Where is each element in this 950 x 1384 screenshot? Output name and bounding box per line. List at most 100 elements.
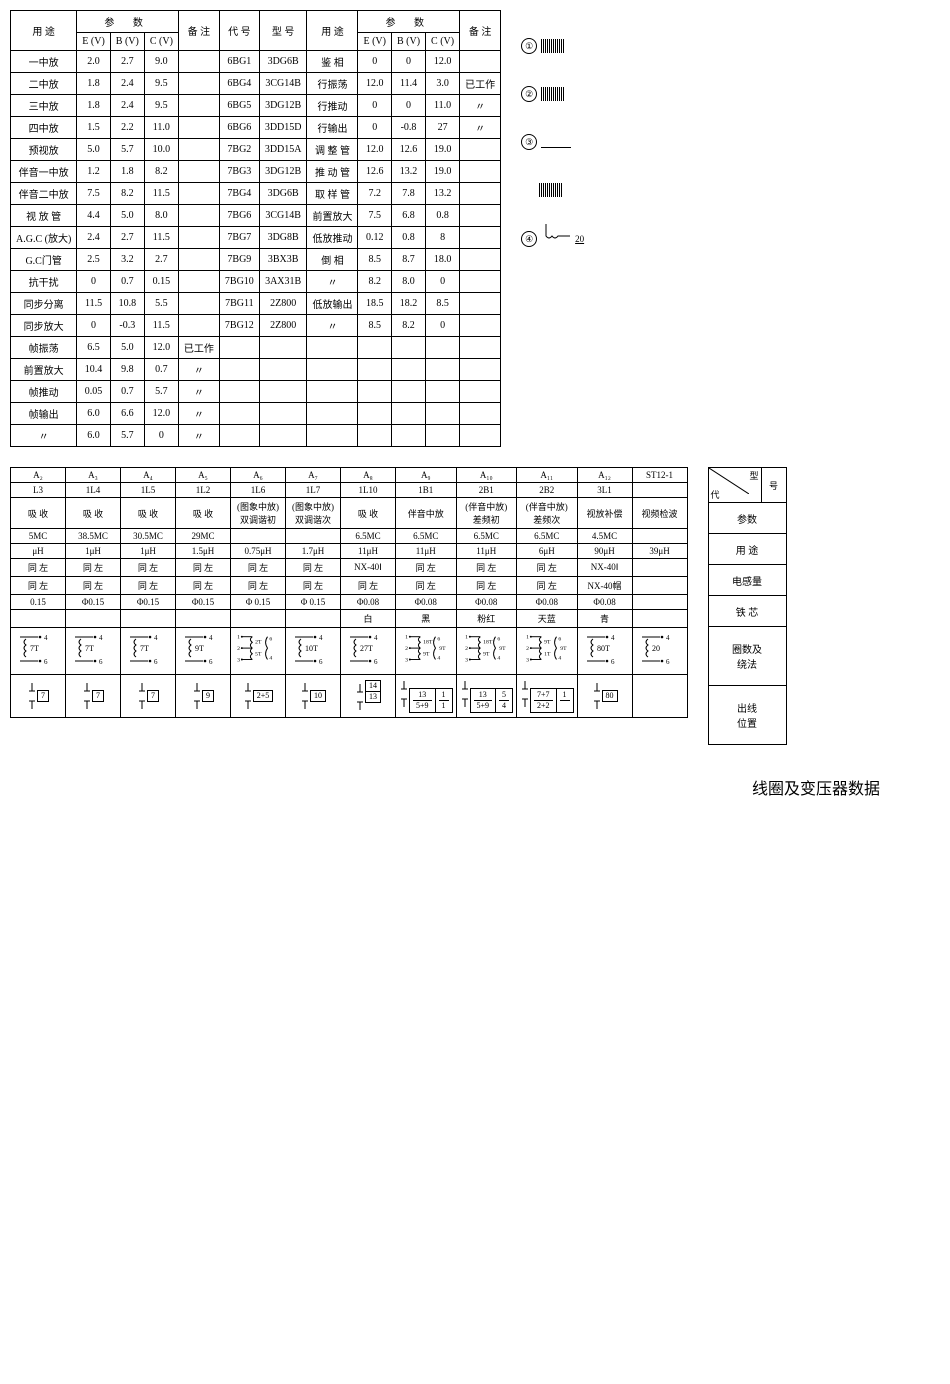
table-row: 一中放2.02.79.06BG13DG6B鉴 相0012.0 [11,51,501,73]
cell: 倒 相 [307,249,358,271]
cell: 7BG4 [219,183,259,205]
cell: 7.8 [391,183,425,205]
svg-text:2: 2 [465,646,468,652]
cell: 7BG9 [219,249,259,271]
tap-box: 7+72+21 [530,688,574,713]
cell: A₆ [231,468,286,483]
cell [460,403,501,425]
cell: 11μH [456,544,517,559]
tap-box: 10 [310,690,326,702]
side-diagram: ① ② ③ ④ 20 [521,10,584,271]
svg-text:4: 4 [498,656,501,662]
svg-text:6: 6 [209,658,213,666]
cell: 1 2 3 18T 9T 6 4 9T [456,628,517,675]
cell: 0.7 [110,381,144,403]
cell: 同 左 [231,577,286,595]
cell: 135+954 [456,675,517,718]
cell: 7BG7 [219,227,259,249]
tap-box: 9 [202,690,214,702]
cell: 1.8 [77,95,111,117]
table-row: 视 放 管4.45.08.07BG63CG14B前置放大7.56.80.8 [11,205,501,227]
svg-text:6: 6 [154,658,158,666]
cell: 5.7 [110,139,144,161]
svg-text:80T: 80T [597,644,610,653]
table-row: 圈数及 绕法 [708,627,786,686]
cell [460,139,501,161]
table-row: 同 左同 左同 左同 左同 左同 左同 左同 左同 左同 左NX-40帽 [11,577,688,595]
cell: 同 左 [231,559,286,577]
svg-text:4: 4 [558,656,561,662]
svg-text:1: 1 [465,635,468,641]
cell: 参数 [708,503,786,534]
cell: A₁₀ [456,468,517,483]
table-row: 77792+5101413135+911135+9547+72+2180 [11,675,688,718]
hdr-e-r: E (V) [358,33,392,51]
cell: 同 左 [396,577,457,595]
cell [176,610,231,628]
cell: Φ0.08 [577,595,632,610]
cell: 1μH [66,544,121,559]
cell: 行振荡 [307,73,358,95]
cell: G.C门管 [11,249,77,271]
cell: 4 80T 6 [577,628,632,675]
multi-coil-icon: 1 2 3 9T 1T 6 4 9T [523,631,571,669]
cell [219,359,259,381]
table-row: 白黑粉红天蓝青 [11,610,688,628]
table-row: 0.15Φ0.15Φ0.15Φ0.15Φ 0.15Φ 0.15Φ0.08Φ0.0… [11,595,688,610]
cell: A₈ [341,468,396,483]
cell: 0.12 [358,227,392,249]
cell: 调 整 管 [307,139,358,161]
cell: 9.5 [144,95,178,117]
cell: 同 左 [176,559,231,577]
cell [178,95,219,117]
cell: 3L1 [577,483,632,498]
cell [632,483,687,498]
cell: 同 左 [456,577,517,595]
cell: 11.0 [144,117,178,139]
svg-text:4: 4 [99,634,103,642]
cell [460,51,501,73]
cell: 低放输出 [307,293,358,315]
cell: 1.7μH [286,544,341,559]
coil-icon: 4 7T 6 [69,631,117,669]
svg-text:4: 4 [666,634,670,642]
cell: 7BG6 [219,205,259,227]
cell: 7BG11 [219,293,259,315]
tap-lead-icon [460,679,470,709]
cell: 7BG3 [219,161,259,183]
cell: 11μH [341,544,396,559]
multi-coil-icon: 1 2 3 18T 9T 6 4 9T [402,631,450,669]
cell: 5.5 [144,293,178,315]
svg-text:4: 4 [209,634,213,642]
cell [358,381,392,403]
cell: 4.4 [77,205,111,227]
cell: 3DG6B [259,51,307,73]
cell: 3DG12B [259,95,307,117]
cell [259,425,307,447]
svg-text:9T: 9T [195,644,204,653]
cell [121,610,176,628]
cell [426,337,460,359]
table-row: 〃6.05.70〃 [11,425,501,447]
cell: 7BG10 [219,271,259,293]
circle-3: ③ [521,134,537,150]
cell: 19.0 [426,139,460,161]
cell [460,205,501,227]
cell: 白 [341,610,396,628]
cell [358,425,392,447]
table-row: G.C门管2.53.22.77BG93BX3B倒 相8.58.718.0 [11,249,501,271]
cell: 同步放大 [11,315,77,337]
svg-text:9T: 9T [483,652,490,658]
hdr-params-l: 参 数 [77,11,179,33]
cell: 帧推动 [11,381,77,403]
cell: 7 [11,675,66,718]
cell: A₁₁ [517,468,578,483]
cell: 12.0 [358,139,392,161]
cell: 5.7 [144,381,178,403]
multi-coil-icon: 1 2 3 2T 5T 6 4 [234,631,282,669]
svg-text:1: 1 [526,635,529,641]
table-row: 预视放5.05.710.07BG23DD15A调 整 管12.012.619.0 [11,139,501,161]
tap-box: 135+911 [409,688,453,713]
hdr-hao-top: 号 [769,481,778,491]
cell: 0.8 [426,205,460,227]
